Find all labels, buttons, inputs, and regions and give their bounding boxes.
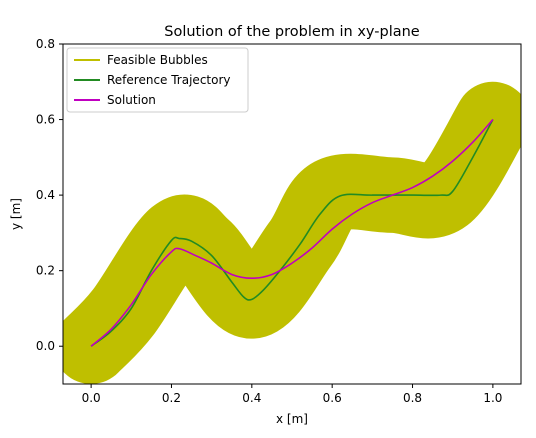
- reference-trajectory-line: [90, 119, 494, 347]
- y-axis-label: y [m]: [9, 198, 23, 230]
- solution-line: [90, 119, 494, 347]
- y-tick-label: 0.2: [36, 264, 55, 278]
- feasible-bubbles-region: [63, 81, 521, 384]
- y-tick-label: 0.4: [36, 188, 55, 202]
- x-tick-label: 1.0: [483, 391, 502, 405]
- x-tick-label: 0.2: [162, 391, 181, 405]
- plot-frame: [62, 43, 522, 385]
- x-axis-ticks: 0.0 0.2 0.4 0.6 0.8 1.0: [82, 384, 502, 405]
- y-tick-label: 0.8: [36, 37, 55, 51]
- x-tick-label: 0.4: [242, 391, 261, 405]
- legend-label-reference-trajectory: Reference Trajectory: [107, 73, 231, 87]
- x-axis-label: x [m]: [276, 412, 308, 426]
- legend-label-solution: Solution: [107, 93, 156, 107]
- chart-title: Solution of the problem in xy-plane: [164, 24, 420, 40]
- x-tick-label: 0.0: [82, 391, 101, 405]
- x-tick-label: 0.6: [323, 391, 342, 405]
- x-tick-label: 0.8: [403, 391, 422, 405]
- y-tick-label: 0.6: [36, 113, 55, 127]
- y-axis-ticks: 0.0 0.2 0.4 0.6 0.8: [36, 37, 63, 353]
- legend-label-feasible-bubbles: Feasible Bubbles: [107, 53, 208, 67]
- legend-box: [66, 47, 249, 113]
- plot-area: [63, 81, 521, 384]
- legend: Feasible Bubbles Reference Trajectory So…: [66, 47, 249, 113]
- y-tick-label: 0.0: [36, 339, 55, 353]
